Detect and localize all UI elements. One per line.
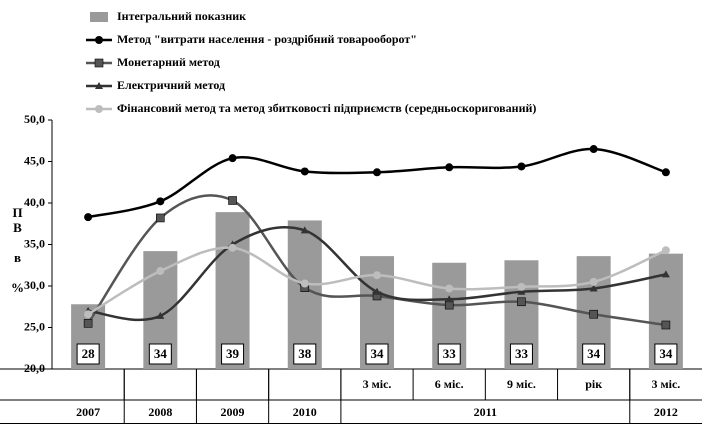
legend-label: Фінансовий метод та метод збитковості пі…: [117, 101, 536, 115]
marker: [661, 246, 670, 255]
line: [87, 194, 667, 327]
value-label: 34: [587, 346, 601, 361]
marker: [95, 105, 103, 113]
marker: [94, 58, 104, 68]
marker: [300, 279, 309, 288]
marker: [228, 196, 237, 205]
value-label: 34: [659, 346, 673, 361]
y-axis-label: ПВ в %: [10, 205, 25, 295]
marker: [444, 300, 454, 310]
value-label-box: [509, 343, 533, 365]
legend-item: Інтегральний показник: [90, 9, 246, 23]
marker: [445, 284, 454, 293]
legend-item: Фінансовий метод та метод збитковості пі…: [86, 101, 536, 115]
marker: [84, 310, 93, 319]
value-label: 28: [82, 346, 96, 361]
x-tick-label: рік: [585, 377, 602, 391]
marker: [661, 168, 670, 177]
marker: [445, 295, 454, 303]
marker: [156, 197, 165, 206]
marker: [95, 36, 103, 44]
y-tick-label: 45,0: [24, 153, 45, 167]
value-label-box: [437, 343, 461, 365]
marker: [300, 167, 309, 176]
x-group-label: 2007: [76, 405, 100, 419]
marker: [300, 226, 309, 234]
x-tick-label: 6 міс.: [435, 377, 464, 391]
legend-swatch: [90, 12, 108, 22]
value-label-box: [221, 343, 245, 365]
marker: [156, 213, 165, 223]
legend-item: Електричний метод: [86, 78, 225, 92]
marker: [373, 168, 381, 177]
marker: [589, 277, 598, 286]
marker: [517, 297, 526, 307]
x-tick-label: 3 міс.: [651, 377, 680, 391]
marker: [589, 284, 598, 292]
value-label-box: [582, 343, 606, 365]
value-label: 33: [443, 346, 457, 361]
legend-label: Метод "витрати населення - роздрібний то…: [117, 32, 417, 46]
y-tick-label: 20,0: [24, 361, 45, 375]
legend-item: Метод "витрати населення - роздрібний то…: [86, 32, 417, 46]
marker: [156, 311, 165, 319]
x-group-label: 2009: [221, 405, 245, 419]
value-label-box: [293, 343, 317, 365]
marker: [661, 320, 671, 330]
marker: [517, 282, 526, 291]
x-group-label: 2011: [474, 405, 497, 419]
value-label: 33: [515, 346, 529, 361]
y-tick-label: 30,0: [24, 278, 45, 292]
marker: [228, 243, 237, 252]
value-label-box: [365, 343, 389, 365]
marker: [661, 270, 670, 278]
line: [87, 226, 667, 322]
value-label-box: [76, 343, 100, 365]
x-group-label: 2008: [148, 405, 172, 419]
marker: [445, 163, 454, 172]
marker: [228, 154, 237, 163]
x-group-label: 2012: [654, 405, 678, 419]
value-label: 38: [298, 346, 312, 361]
marker: [95, 82, 103, 89]
marker: [83, 319, 93, 328]
marker: [373, 287, 381, 295]
marker: [589, 145, 598, 154]
x-tick-label: 3 міс.: [363, 377, 392, 391]
value-label: 39: [226, 346, 240, 361]
value-label: 34: [371, 346, 385, 361]
legend-label: Електричний метод: [117, 78, 225, 92]
marker: [517, 162, 526, 171]
legend-item: Монетарний метод: [86, 55, 220, 69]
y-tick-label: 25,0: [24, 319, 45, 333]
x-group-label: 2010: [293, 405, 317, 419]
y-tick-label: 50,0: [24, 112, 45, 126]
marker: [84, 213, 93, 222]
value-label: 34: [154, 346, 168, 361]
y-tick-label: 40,0: [24, 195, 45, 209]
value-label-box: [148, 343, 172, 365]
marker: [517, 287, 526, 295]
value-label-box: [654, 343, 678, 365]
y-tick-label: 35,0: [24, 236, 45, 250]
marker: [156, 267, 165, 276]
marker: [373, 271, 381, 280]
x-tick-label: 9 міс.: [507, 377, 536, 391]
marker: [589, 309, 598, 319]
legend-label: Інтегральний показник: [117, 9, 246, 23]
legend-label: Монетарний метод: [117, 55, 220, 69]
